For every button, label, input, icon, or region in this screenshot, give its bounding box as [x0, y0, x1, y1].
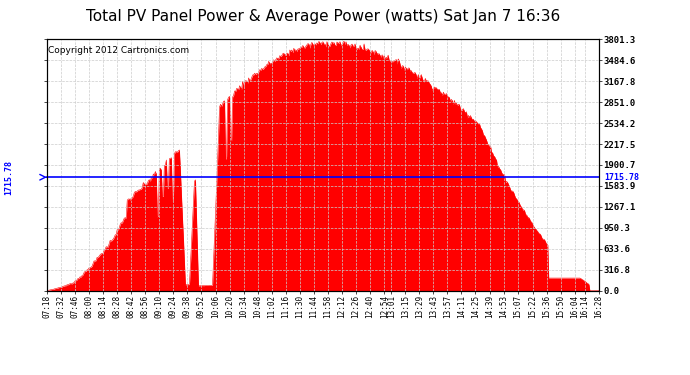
Text: Copyright 2012 Cartronics.com: Copyright 2012 Cartronics.com [48, 46, 189, 55]
Text: Total PV Panel Power & Average Power (watts) Sat Jan 7 16:36: Total PV Panel Power & Average Power (wa… [86, 9, 560, 24]
Text: 1715.78: 1715.78 [604, 173, 640, 182]
Text: 1715.78: 1715.78 [3, 160, 13, 195]
